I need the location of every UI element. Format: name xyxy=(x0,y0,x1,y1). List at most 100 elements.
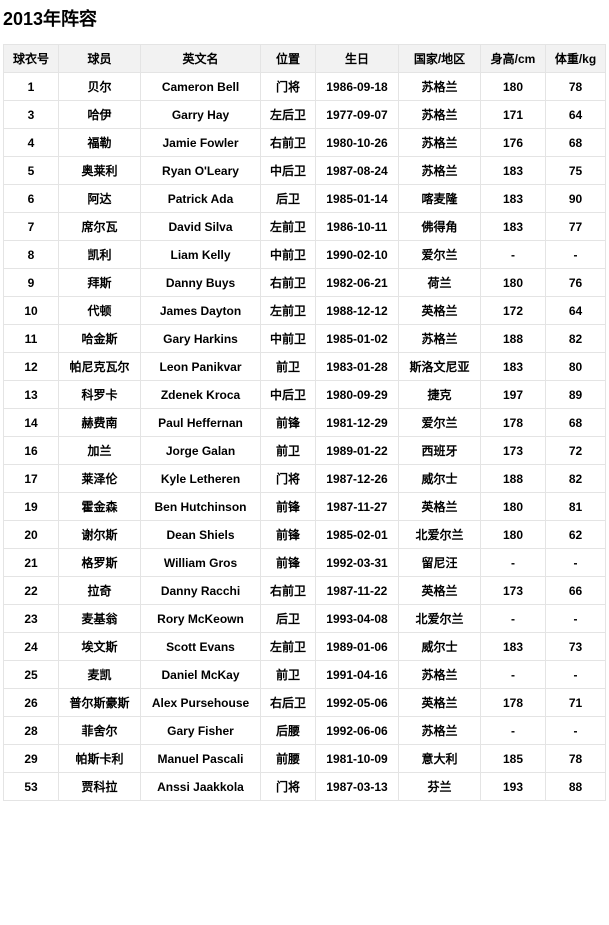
cell-country: 苏格兰 xyxy=(398,128,481,157)
cell-country: 北爱尔兰 xyxy=(398,604,481,633)
cell-jersey-number: 19 xyxy=(3,492,59,521)
col-position: 位置 xyxy=(260,44,316,73)
cell-weight: 82 xyxy=(545,324,606,353)
cell-birthday: 1986-10-11 xyxy=(315,212,399,241)
cell-height: 183 xyxy=(480,156,546,185)
cell-weight: 78 xyxy=(545,72,606,101)
table-row: 21 格罗斯 William Gros 前锋 1992-03-31 留尼汪 - - xyxy=(3,548,606,577)
cell-jersey-number: 9 xyxy=(3,268,59,297)
cell-birthday: 1983-01-28 xyxy=(315,352,399,381)
cell-position: 前卫 xyxy=(260,352,316,381)
cell-english-name: Gary Fisher xyxy=(140,716,261,745)
table-row: 14 赫费南 Paul Heffernan 前锋 1981-12-29 爱尔兰 178 68 xyxy=(3,408,606,437)
cell-jersey-number: 24 xyxy=(3,632,59,661)
table-row: 10 代顿 James Dayton 左前卫 1988-12-12 英格兰 172 64 xyxy=(3,296,606,325)
table-row: 9 拜斯 Danny Buys 右前卫 1982-06-21 荷兰 180 76 xyxy=(3,268,606,297)
cell-player-name: 霍金森 xyxy=(58,492,141,521)
cell-english-name: Alex Pursehouse xyxy=(140,688,261,717)
cell-country: 捷克 xyxy=(398,380,481,409)
cell-height: 188 xyxy=(480,324,546,353)
table-row: 17 莱泽伦 Kyle Letheren 门将 1987-12-26 威尔士 188 82 xyxy=(3,464,606,493)
cell-player-name: 席尔瓦 xyxy=(58,212,141,241)
cell-player-name: 加兰 xyxy=(58,436,141,465)
cell-birthday: 1981-10-09 xyxy=(315,744,399,773)
cell-country: 苏格兰 xyxy=(398,72,481,101)
cell-jersey-number: 13 xyxy=(3,380,59,409)
cell-player-name: 奥莱利 xyxy=(58,156,141,185)
cell-height: 180 xyxy=(480,492,546,521)
cell-player-name: 福勒 xyxy=(58,128,141,157)
table-row: 8 凯利 Liam Kelly 中前卫 1990-02-10 爱尔兰 - - xyxy=(3,240,606,269)
cell-english-name: Leon Panikvar xyxy=(140,352,261,381)
cell-country: 苏格兰 xyxy=(398,660,481,689)
cell-position: 右后卫 xyxy=(260,688,316,717)
cell-weight: 68 xyxy=(545,408,606,437)
table-row: 23 麦基翁 Rory McKeown 后卫 1993-04-08 北爱尔兰 - - xyxy=(3,604,606,633)
cell-player-name: 帕斯卡利 xyxy=(58,744,141,773)
cell-position: 中后卫 xyxy=(260,156,316,185)
cell-birthday: 1993-04-08 xyxy=(315,604,399,633)
cell-jersey-number: 6 xyxy=(3,184,59,213)
cell-jersey-number: 5 xyxy=(3,156,59,185)
cell-country: 苏格兰 xyxy=(398,716,481,745)
cell-jersey-number: 26 xyxy=(3,688,59,717)
cell-weight: 68 xyxy=(545,128,606,157)
cell-jersey-number: 21 xyxy=(3,548,59,577)
cell-position: 中后卫 xyxy=(260,380,316,409)
cell-birthday: 1992-06-06 xyxy=(315,716,399,745)
cell-country: 英格兰 xyxy=(398,492,481,521)
cell-country: 北爱尔兰 xyxy=(398,520,481,549)
cell-player-name: 科罗卡 xyxy=(58,380,141,409)
cell-position: 左前卫 xyxy=(260,212,316,241)
cell-english-name: Scott Evans xyxy=(140,632,261,661)
cell-weight: - xyxy=(545,604,606,633)
cell-player-name: 代顿 xyxy=(58,296,141,325)
cell-birthday: 1986-09-18 xyxy=(315,72,399,101)
cell-english-name: Jamie Fowler xyxy=(140,128,261,157)
table-row: 20 谢尔斯 Dean Shiels 前锋 1985-02-01 北爱尔兰 180 62 xyxy=(3,520,606,549)
cell-height: 183 xyxy=(480,632,546,661)
cell-weight: 71 xyxy=(545,688,606,717)
cell-position: 前锋 xyxy=(260,408,316,437)
cell-height: 185 xyxy=(480,744,546,773)
cell-player-name: 贾科拉 xyxy=(58,772,141,801)
cell-height: - xyxy=(480,604,546,633)
cell-birthday: 1988-12-12 xyxy=(315,296,399,325)
cell-english-name: Kyle Letheren xyxy=(140,464,261,493)
table-row: 6 阿达 Patrick Ada 后卫 1985-01-14 喀麦隆 183 90 xyxy=(3,184,606,213)
cell-weight: 64 xyxy=(545,296,606,325)
table-row: 22 拉奇 Danny Racchi 右前卫 1987-11-22 英格兰 173 66 xyxy=(3,576,606,605)
cell-height: - xyxy=(480,548,546,577)
cell-english-name: Garry Hay xyxy=(140,100,261,129)
cell-english-name: Ryan O'Leary xyxy=(140,156,261,185)
cell-player-name: 拉奇 xyxy=(58,576,141,605)
col-jersey-number: 球衣号 xyxy=(3,44,59,73)
table-row: 11 哈金斯 Gary Harkins 中前卫 1985-01-02 苏格兰 188 82 xyxy=(3,324,606,353)
cell-birthday: 1985-02-01 xyxy=(315,520,399,549)
cell-weight: 82 xyxy=(545,464,606,493)
cell-birthday: 1987-11-22 xyxy=(315,576,399,605)
cell-player-name: 拜斯 xyxy=(58,268,141,297)
cell-weight: 72 xyxy=(545,436,606,465)
cell-country: 芬兰 xyxy=(398,772,481,801)
cell-position: 前锋 xyxy=(260,520,316,549)
cell-country: 苏格兰 xyxy=(398,156,481,185)
cell-height: 180 xyxy=(480,520,546,549)
table-row: 16 加兰 Jorge Galan 前卫 1989-01-22 西班牙 173 72 xyxy=(3,436,606,465)
cell-height: 193 xyxy=(480,772,546,801)
cell-birthday: 1992-03-31 xyxy=(315,548,399,577)
cell-weight: 90 xyxy=(545,184,606,213)
cell-player-name: 麦基翁 xyxy=(58,604,141,633)
cell-position: 前腰 xyxy=(260,744,316,773)
cell-weight: - xyxy=(545,548,606,577)
cell-jersey-number: 4 xyxy=(3,128,59,157)
col-country: 国家/地区 xyxy=(398,44,481,73)
cell-country: 西班牙 xyxy=(398,436,481,465)
table-row: 5 奥莱利 Ryan O'Leary 中后卫 1987-08-24 苏格兰 183 75 xyxy=(3,156,606,185)
cell-jersey-number: 10 xyxy=(3,296,59,325)
col-english-name: 英文名 xyxy=(140,44,261,73)
cell-english-name: William Gros xyxy=(140,548,261,577)
cell-weight: 73 xyxy=(545,632,606,661)
cell-english-name: Jorge Galan xyxy=(140,436,261,465)
